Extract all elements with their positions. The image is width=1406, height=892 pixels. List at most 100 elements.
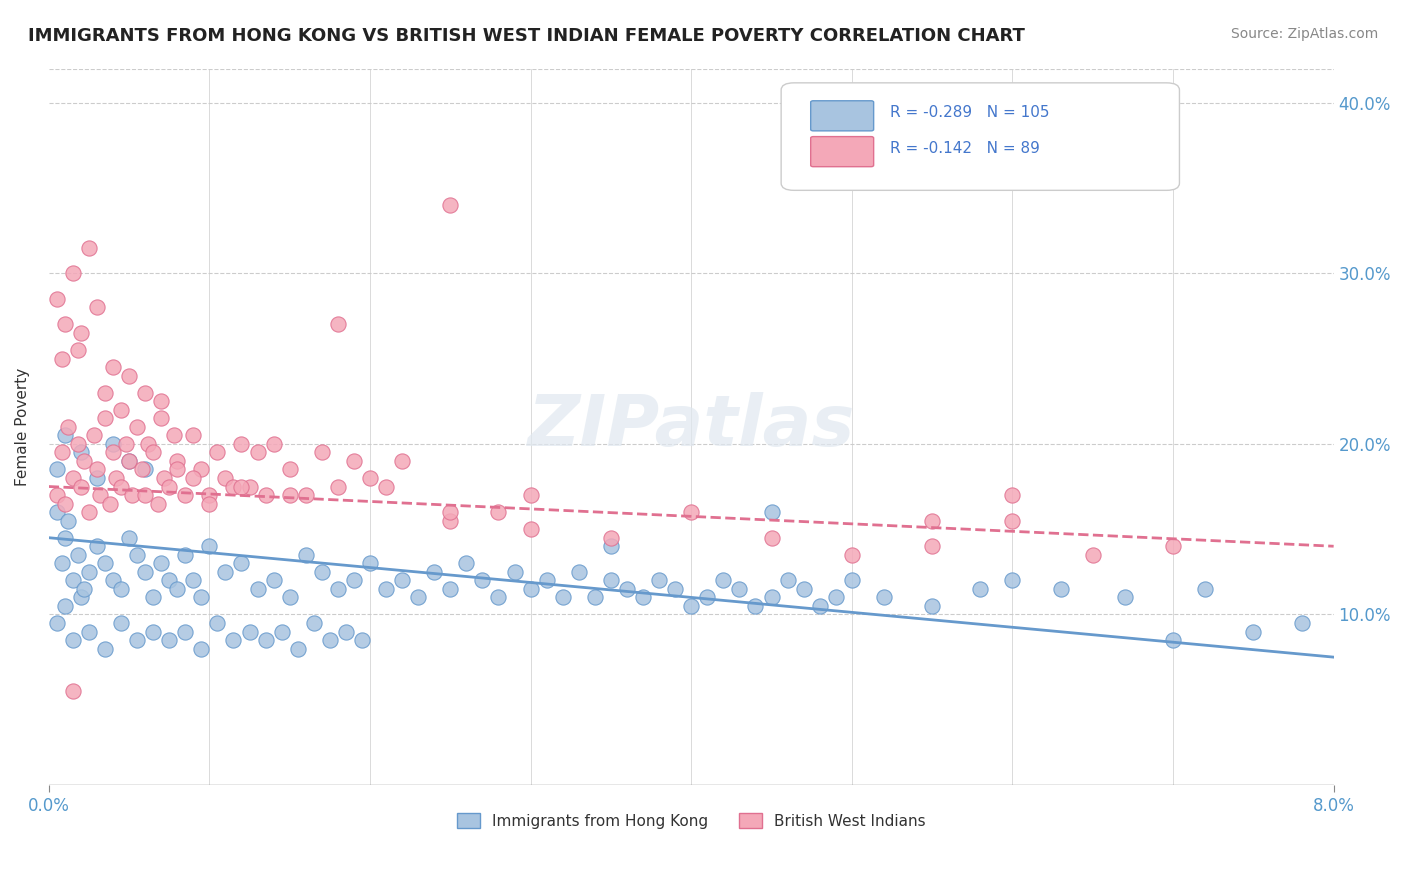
Point: [118, 368, 141, 383]
Point: [198, 539, 221, 553]
Point: [134, 385, 156, 400]
Point: [115, 437, 138, 451]
Point: [45, 505, 67, 519]
Point: [1081, 548, 1104, 562]
Point: [488, 505, 510, 519]
Point: [94, 385, 117, 400]
Point: [287, 641, 309, 656]
Point: [841, 548, 863, 562]
Point: [326, 582, 349, 596]
Point: [73, 582, 96, 596]
Point: [110, 402, 132, 417]
Point: [62, 633, 84, 648]
Point: [94, 641, 117, 656]
Point: [568, 565, 591, 579]
Point: [776, 574, 799, 588]
Point: [921, 539, 943, 553]
Point: [335, 624, 357, 639]
Point: [711, 574, 734, 588]
Point: [246, 445, 269, 459]
Point: [118, 531, 141, 545]
Point: [142, 624, 165, 639]
Point: [1161, 633, 1184, 648]
Point: [238, 479, 260, 493]
Point: [536, 574, 558, 588]
Point: [127, 548, 149, 562]
Point: [519, 488, 541, 502]
Point: [343, 454, 366, 468]
Point: [231, 479, 253, 493]
Point: [131, 462, 153, 476]
Point: [599, 574, 621, 588]
Point: [648, 574, 671, 588]
Point: [86, 539, 108, 553]
Point: [98, 497, 121, 511]
Point: [294, 488, 316, 502]
Point: [439, 514, 461, 528]
Point: [163, 428, 186, 442]
Point: [77, 505, 100, 519]
Point: [70, 445, 93, 459]
Point: [62, 471, 84, 485]
Point: [391, 454, 413, 468]
Point: [127, 419, 149, 434]
Point: [51, 445, 73, 459]
Point: [254, 488, 277, 502]
Point: [503, 565, 526, 579]
Point: [238, 624, 260, 639]
Point: [824, 591, 846, 605]
Point: [263, 437, 285, 451]
Point: [53, 428, 76, 442]
Point: [62, 574, 84, 588]
Point: [1049, 582, 1071, 596]
Point: [616, 582, 638, 596]
Point: [207, 445, 229, 459]
Point: [278, 591, 301, 605]
Point: [254, 633, 277, 648]
Point: [66, 437, 89, 451]
Point: [53, 599, 76, 613]
Point: [166, 582, 188, 596]
Point: [214, 565, 236, 579]
Point: [174, 488, 197, 502]
Point: [70, 591, 93, 605]
Point: [190, 591, 212, 605]
Point: [599, 531, 621, 545]
Point: [222, 633, 245, 648]
Point: [406, 591, 429, 605]
Point: [77, 241, 100, 255]
Point: [270, 624, 292, 639]
Point: [681, 505, 703, 519]
Point: [101, 445, 124, 459]
Point: [89, 488, 111, 502]
Point: [391, 574, 413, 588]
Point: [808, 599, 831, 613]
Point: [439, 582, 461, 596]
Point: [583, 591, 606, 605]
Point: [1241, 624, 1264, 639]
Text: R = -0.289   N = 105: R = -0.289 N = 105: [890, 105, 1050, 120]
Legend: Immigrants from Hong Kong, British West Indians: Immigrants from Hong Kong, British West …: [451, 806, 932, 835]
Point: [375, 479, 398, 493]
Point: [311, 445, 333, 459]
Text: IMMIGRANTS FROM HONG KONG VS BRITISH WEST INDIAN FEMALE POVERTY CORRELATION CHAR: IMMIGRANTS FROM HONG KONG VS BRITISH WES…: [28, 27, 1025, 45]
Point: [231, 556, 253, 570]
Point: [45, 488, 67, 502]
Point: [921, 514, 943, 528]
Point: [1001, 488, 1024, 502]
Point: [53, 497, 76, 511]
Point: [761, 531, 783, 545]
Point: [214, 471, 236, 485]
Point: [153, 471, 176, 485]
Point: [375, 582, 398, 596]
Point: [134, 565, 156, 579]
Point: [181, 574, 204, 588]
Point: [519, 522, 541, 536]
Point: [873, 591, 896, 605]
Point: [326, 479, 349, 493]
Point: [121, 488, 143, 502]
Point: [101, 574, 124, 588]
Point: [66, 548, 89, 562]
FancyBboxPatch shape: [811, 136, 873, 167]
Point: [969, 582, 991, 596]
